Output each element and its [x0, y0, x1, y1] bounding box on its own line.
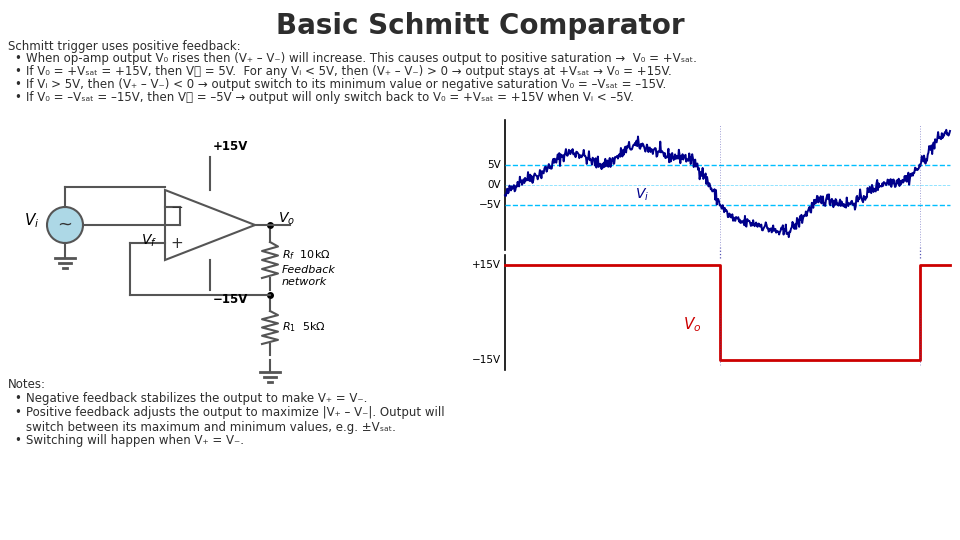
Text: −15V: −15V [472, 355, 501, 365]
Text: −5V: −5V [478, 200, 501, 210]
Text: Feedback: Feedback [282, 265, 336, 275]
Text: If Vᵢ > 5V, then (V₊ – V₋) < 0 → output switch to its minimum value or negative : If Vᵢ > 5V, then (V₊ – V₋) < 0 → output … [26, 78, 666, 91]
Text: $\mathit{V_f}$: $\mathit{V_f}$ [141, 233, 157, 249]
Text: •: • [14, 434, 21, 447]
Text: 0V: 0V [488, 180, 501, 190]
Text: Schmitt trigger uses positive feedback:: Schmitt trigger uses positive feedback: [8, 40, 241, 53]
Text: $V_o$: $V_o$ [278, 211, 295, 227]
Text: If V₀ = +Vₛₐₜ = +15V, then V⁦ = 5V.  For any Vᵢ < 5V, then (V₊ – V₋) > 0 → outpu: If V₀ = +Vₛₐₜ = +15V, then V⁦ = 5V. For … [26, 65, 672, 78]
Text: network: network [282, 277, 327, 287]
Text: Switching will happen when V₊ = V₋.: Switching will happen when V₊ = V₋. [26, 434, 244, 447]
Text: 5V: 5V [488, 160, 501, 170]
Text: •: • [14, 392, 21, 405]
Text: Basic Schmitt Comparator: Basic Schmitt Comparator [276, 12, 684, 40]
Text: −15V: −15V [213, 293, 249, 306]
Text: When op-amp output V₀ rises then (V₊ – V₋) will increase. This causes output to : When op-amp output V₀ rises then (V₊ – V… [26, 52, 697, 65]
Text: •: • [14, 52, 21, 65]
Text: •: • [14, 78, 21, 91]
Text: −: − [170, 199, 182, 214]
Text: •: • [14, 91, 21, 104]
Text: Notes:: Notes: [8, 378, 46, 391]
Text: +: + [170, 235, 182, 251]
Text: $\mathit{V_i}$: $\mathit{V_i}$ [24, 212, 39, 231]
Text: $V_o$: $V_o$ [683, 315, 701, 334]
Text: Positive feedback adjusts the output to maximize |V₊ – V₋|. Output will
switch b: Positive feedback adjusts the output to … [26, 406, 444, 434]
Text: $V_i$: $V_i$ [635, 187, 649, 203]
Text: •: • [14, 406, 21, 419]
Text: If V₀ = –Vₛₐₜ = –15V, then V⁦ = –5V → output will only switch back to V₀ = +Vₛₐₜ: If V₀ = –Vₛₐₜ = –15V, then V⁦ = –5V → ou… [26, 91, 634, 104]
Text: Negative feedback stabilizes the output to make V₊ = V₋.: Negative feedback stabilizes the output … [26, 392, 368, 405]
Text: $R_f$  10k$\Omega$: $R_f$ 10k$\Omega$ [282, 248, 330, 262]
Circle shape [47, 207, 83, 243]
Text: +15V: +15V [472, 260, 501, 270]
Text: $R_1$  5k$\Omega$: $R_1$ 5k$\Omega$ [282, 321, 325, 334]
Text: ~: ~ [58, 216, 73, 234]
Text: •: • [14, 65, 21, 78]
Text: +15V: +15V [213, 140, 249, 153]
